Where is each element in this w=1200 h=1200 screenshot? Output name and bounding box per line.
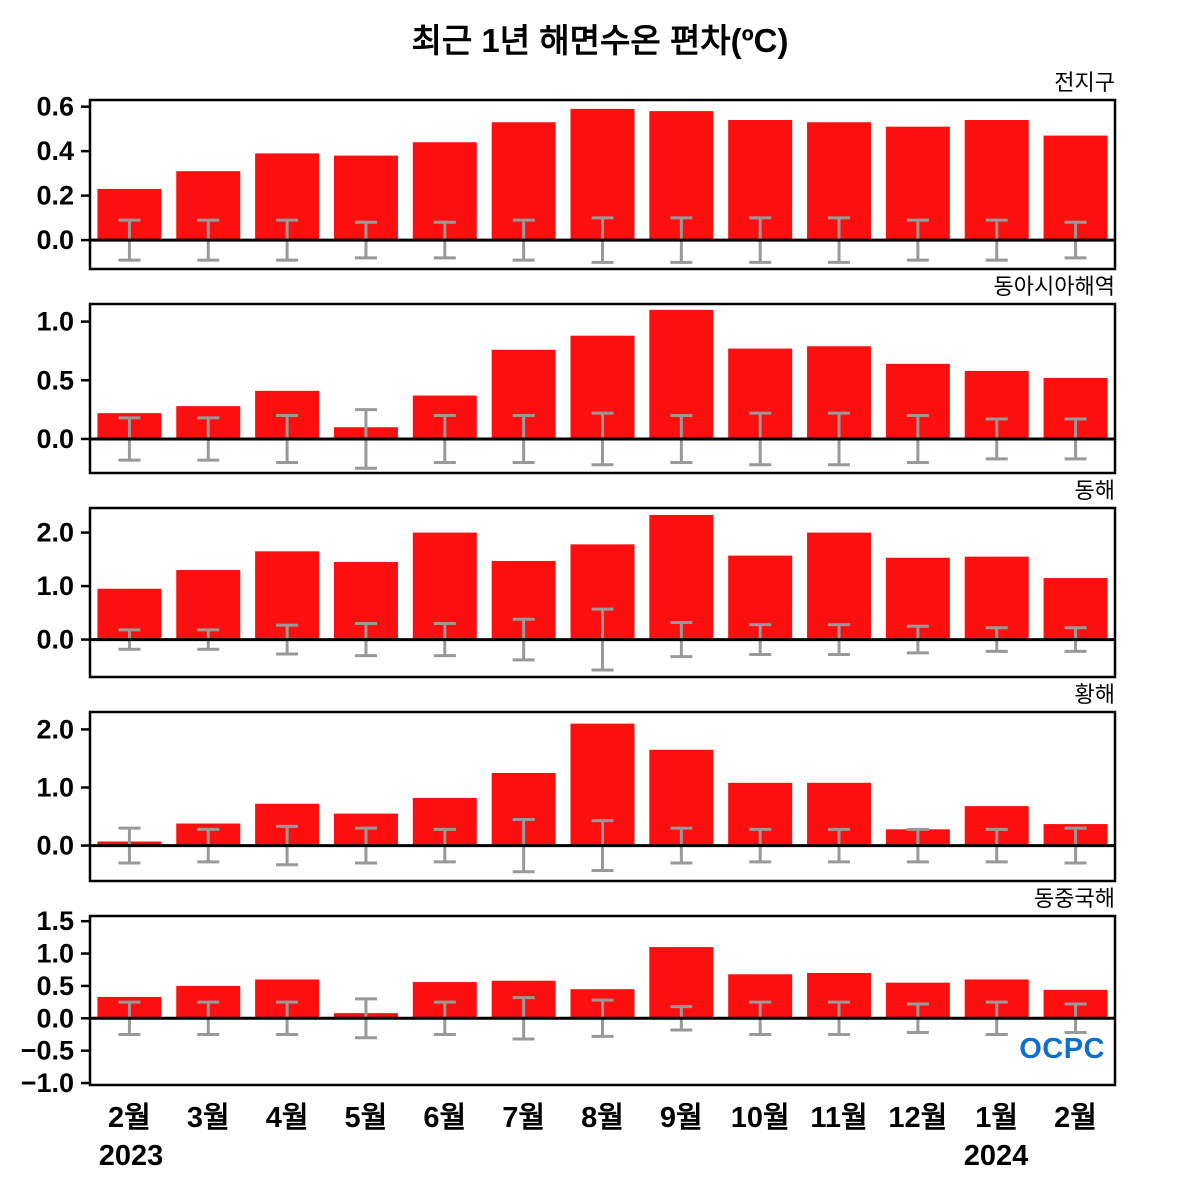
panel-east-china-sea: 동중국해 −1.0 −0.5 0.0 0.5 1.0 1.5 OCPC [0,884,1200,1098]
x-tick-label: 7월 [502,1102,546,1134]
x-tick-label: 9월 [659,1102,703,1134]
panel-plot-4: −1.0−0.50.00.51.01.5 [21,906,1117,1098]
panel-east-asia: 동아시아해역 0.0 0.5 1.0 [0,272,1200,476]
panel-plot-0: 0.0 0.2 0.4 0.6 [36,92,1117,271]
panel-title-global: 전지구 [1054,70,1115,95]
panel-east-sea: 동해 0.0 1.0 2.0 [0,476,1200,680]
x-tick-label: 10월 [730,1102,790,1134]
x-tick-label: 8월 [581,1102,624,1134]
x-tick-label: 4월 [265,1102,309,1134]
x-tick-label: 3월 [186,1102,230,1134]
chart-title: 최근 1년 해면수온 편차(ºC) [411,22,789,59]
x-tick-label: 1월 [975,1102,1019,1134]
svg-text:0.5: 0.5 [36,971,74,1001]
ocpc-logo: OCPC [1019,1033,1105,1065]
x-tick-label: 2월 [1054,1102,1097,1134]
x-tick-label: 2월 [108,1102,151,1134]
panel-yellow-sea: 황해 0.0 1.0 2.0 [0,680,1200,884]
panel-plot-1: 0.0 0.5 1.0 [36,302,1117,475]
svg-text:0.0: 0.0 [36,225,74,255]
svg-text:−0.5: −0.5 [21,1036,74,1066]
svg-text:2.0: 2.0 [36,714,74,744]
x-tick-label: 6월 [423,1102,467,1134]
panel-title-east-china-sea: 동중국해 [1034,886,1115,911]
year-labels: 2023 2024 [0,1140,1200,1188]
svg-text:0.5: 0.5 [36,365,74,395]
svg-text:0.4: 0.4 [36,136,74,166]
svg-text:0.2: 0.2 [36,181,74,211]
panel-plot-3: 0.0 1.0 2.0 [36,710,1117,883]
svg-text:2.0: 2.0 [36,518,74,548]
panel-title-east-sea: 동해 [1074,478,1115,503]
svg-text:1.0: 1.0 [36,772,74,802]
year-label-2023: 2023 [98,1140,164,1172]
x-tick-label: 5월 [344,1102,388,1134]
svg-text:0.0: 0.0 [36,625,74,655]
svg-text:1.5: 1.5 [36,906,74,936]
panel-title-east-asia: 동아시아해역 [993,274,1115,299]
year-label-2024: 2024 [963,1140,1029,1172]
panel-title-yellow-sea: 황해 [1074,682,1115,707]
panel-global: 전지구 0.0 0.2 0.4 0.6 [0,68,1200,272]
x-axis-labels: 2월 3월 4월 5월 6월 7월 8월 9월 10월 11월 12월 1월 2월 [90,1094,1115,1136]
x-tick-label: 11월 [810,1102,868,1134]
svg-text:1.0: 1.0 [36,571,74,601]
x-tick-label: 12월 [888,1102,948,1134]
panel-plot-2: 0.0 1.0 2.0 [36,506,1117,679]
svg-text:0.0: 0.0 [36,831,74,861]
svg-text:1.0: 1.0 [36,307,74,337]
svg-text:−1.0: −1.0 [21,1068,74,1098]
svg-text:1.0: 1.0 [36,939,74,969]
svg-text:0.6: 0.6 [36,92,74,122]
svg-text:0.0: 0.0 [36,1003,74,1033]
svg-text:0.0: 0.0 [36,424,74,454]
